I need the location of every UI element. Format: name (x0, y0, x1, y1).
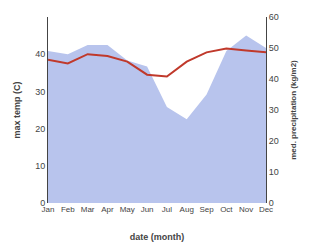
svg-text:Apr: Apr (101, 205, 114, 214)
svg-text:med. precipitation (kg/m2): med. precipitation (kg/m2) (289, 60, 298, 160)
svg-text:May: May (120, 205, 135, 214)
svg-text:Nov: Nov (239, 205, 253, 214)
svg-text:10: 10 (269, 167, 279, 177)
svg-text:Oct: Oct (220, 205, 233, 214)
svg-text:30: 30 (269, 105, 279, 115)
svg-text:Feb: Feb (61, 205, 75, 214)
svg-text:10: 10 (35, 161, 45, 171)
svg-text:50: 50 (269, 43, 279, 53)
svg-text:Mar: Mar (81, 205, 95, 214)
svg-text:40: 40 (269, 74, 279, 84)
svg-text:max temp (C): max temp (C) (12, 81, 22, 138)
svg-text:40: 40 (35, 49, 45, 59)
svg-text:Sep: Sep (199, 205, 214, 214)
svg-text:Aug: Aug (180, 205, 194, 214)
svg-text:Jan: Jan (42, 205, 55, 214)
svg-text:Dec: Dec (259, 205, 273, 214)
svg-text:60: 60 (269, 12, 279, 22)
svg-text:Jun: Jun (141, 205, 154, 214)
svg-text:date (month): date (month) (130, 232, 185, 242)
svg-text:Jul: Jul (162, 205, 172, 214)
svg-text:0: 0 (40, 198, 45, 208)
svg-text:0: 0 (269, 198, 274, 208)
svg-text:30: 30 (35, 87, 45, 97)
svg-text:20: 20 (269, 136, 279, 146)
svg-text:20: 20 (35, 124, 45, 134)
